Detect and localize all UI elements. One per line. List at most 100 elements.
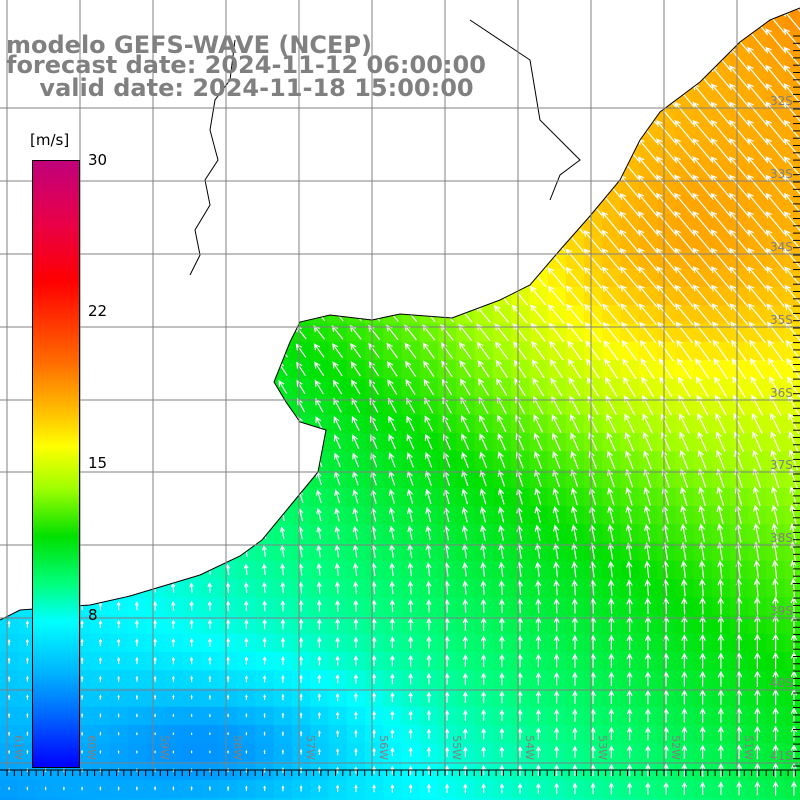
wind-arrow (765, 101, 786, 126)
wind-arrow (626, 708, 633, 723)
wind-arrow (711, 303, 730, 326)
wind-arrow (692, 266, 713, 290)
wind-arrow (426, 598, 432, 613)
wind-arrow (536, 782, 541, 794)
wind-arrow (405, 378, 416, 396)
wind-arrow (753, 504, 761, 525)
wind-arrow (117, 694, 120, 700)
wind-arrow (674, 266, 694, 290)
wind-arrow (368, 342, 380, 359)
wind-cell (602, 798, 622, 800)
wind-arrow (499, 709, 505, 722)
wind-cell (784, 305, 800, 325)
wind-arrow (334, 562, 340, 576)
wind-arrow (262, 674, 267, 683)
wind-arrow (571, 524, 578, 542)
wind-arrow (425, 562, 432, 577)
wind-arrow (369, 379, 379, 395)
wind-arrow (352, 507, 359, 522)
wind-arrow (153, 675, 157, 682)
wind-arrow (244, 637, 249, 647)
wind-arrow (552, 524, 560, 542)
wind-arrow (368, 360, 380, 377)
wind-arrow (332, 361, 343, 377)
wind-arrow (717, 633, 725, 651)
wind-arrow (243, 563, 249, 576)
wind-cell (346, 798, 366, 800)
wind-arrow (772, 578, 779, 597)
wind-arrow (227, 731, 229, 735)
wind-arrow (681, 689, 688, 705)
wind-arrow (549, 340, 564, 361)
wind-arrow (656, 266, 676, 289)
wind-arrow (190, 732, 193, 735)
wind-arrow (754, 744, 761, 760)
wind-arrow (766, 321, 785, 344)
wind-arrow (296, 361, 306, 376)
wind-arrow (716, 449, 726, 471)
wind-arrow (590, 763, 596, 777)
wind-arrow (607, 487, 615, 506)
wind-arrow (261, 563, 267, 576)
wind-arrow (754, 781, 761, 796)
wind-arrow (765, 28, 786, 53)
wind-arrow (699, 670, 706, 687)
wind-arrow (353, 617, 359, 630)
wind-arrow (604, 358, 619, 380)
wind-arrow (208, 656, 212, 665)
wind-arrow (98, 675, 102, 682)
wind-arrow (117, 713, 120, 718)
wind-arrow (462, 672, 468, 685)
wind-arrow (441, 378, 453, 396)
wind-cell (584, 798, 603, 800)
lon-label: 58W (231, 735, 244, 760)
wind-arrow (674, 174, 695, 199)
wind-cell (693, 798, 713, 800)
wind-arrow (783, 101, 800, 122)
wind-arrow (499, 746, 505, 758)
lon-label: 55W (450, 735, 463, 760)
wind-arrow (134, 601, 139, 611)
wind-arrow (783, 46, 800, 68)
wind-arrow (98, 656, 102, 664)
wind-arrow (626, 634, 633, 650)
wind-arrow (207, 619, 212, 629)
wind-arrow (407, 562, 414, 577)
wind-arrow (244, 600, 249, 612)
wind-arrow (753, 596, 761, 615)
wind-arrow (641, 376, 655, 398)
wind-arrow (605, 376, 618, 398)
wind-arrow (390, 765, 395, 775)
wind-arrow (661, 431, 671, 452)
wind-cell (54, 798, 74, 800)
wind-arrow (699, 726, 706, 741)
wind-arrow (680, 523, 687, 543)
wind-arrow (570, 487, 578, 506)
wind-arrow (551, 414, 562, 433)
wind-arrow (389, 525, 395, 540)
wind-arrow (497, 451, 506, 469)
wind-arrow (765, 46, 786, 71)
wind-arrow (790, 780, 797, 796)
wind-arrow (499, 782, 505, 794)
wind-arrow (655, 210, 676, 235)
wind-arrow (425, 506, 432, 523)
wind-arrow (772, 670, 779, 688)
wind-arrow (729, 284, 749, 307)
wind-cell (784, 13, 800, 33)
wind-arrow (608, 782, 614, 795)
wind-arrow (481, 690, 487, 704)
wind-arrow (729, 266, 749, 289)
lat-label: 32S (770, 94, 793, 108)
colorbar-tick-22: 22 (88, 302, 108, 320)
wind-arrow (608, 671, 615, 686)
wind-arrow (281, 712, 285, 718)
wind-arrow (754, 651, 761, 669)
wind-arrow (408, 654, 414, 667)
wind-arrow (637, 156, 658, 180)
wind-arrow (444, 617, 450, 631)
wind-arrow (697, 449, 707, 470)
wind-arrow (772, 707, 779, 724)
